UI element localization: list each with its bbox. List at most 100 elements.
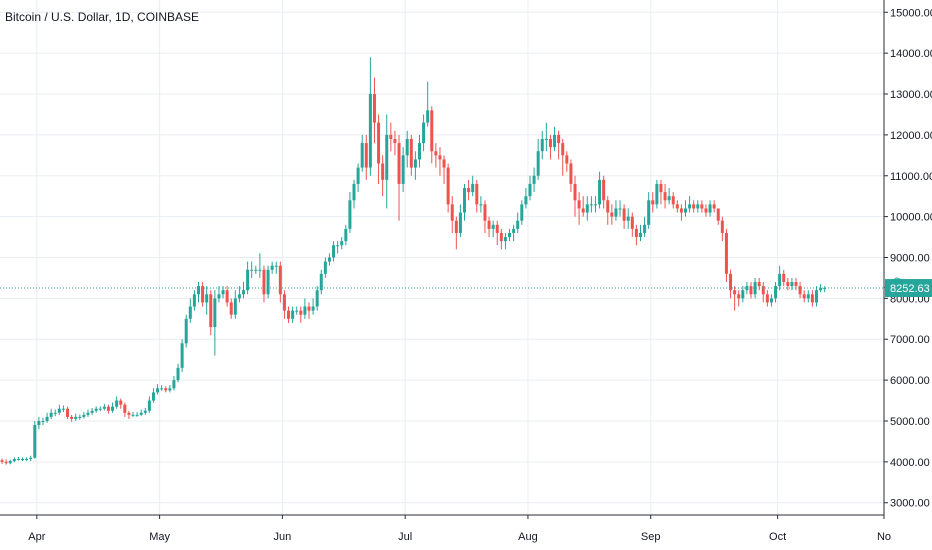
y-tick-label: 15000.00 xyxy=(890,7,932,19)
candle-body xyxy=(663,192,667,201)
candle-body xyxy=(806,294,810,299)
candle-body xyxy=(589,204,593,206)
y-tick-label: 13000.00 xyxy=(890,89,932,101)
candle-body xyxy=(229,302,233,315)
candle-body xyxy=(139,412,143,415)
time-axis[interactable]: Apr May Jun Jul Aug Sep Oct No xyxy=(28,515,891,543)
candle-body xyxy=(315,290,319,307)
x-tick-label: Sep xyxy=(641,531,661,543)
candle-body xyxy=(733,290,737,295)
x-tick-label: Jul xyxy=(398,531,412,543)
x-tick-label: Jun xyxy=(274,531,292,543)
y-tick-label: 12000.00 xyxy=(890,130,932,142)
candle-body xyxy=(94,408,98,411)
candle-body xyxy=(184,318,188,344)
candle-body xyxy=(724,232,728,274)
candle-body xyxy=(164,388,168,391)
candle-body xyxy=(512,228,516,233)
candle-body xyxy=(446,167,450,205)
candle-body xyxy=(614,208,618,217)
candle-body xyxy=(778,273,782,287)
candle-body xyxy=(814,290,818,303)
candle-body xyxy=(557,134,561,144)
candle-body xyxy=(458,212,462,233)
candle-body xyxy=(540,138,544,152)
candle-body xyxy=(192,294,196,307)
candle-body xyxy=(684,208,688,213)
candle-body xyxy=(4,461,8,464)
candle-body xyxy=(618,208,622,210)
candle-body xyxy=(782,273,786,283)
candle-body xyxy=(413,159,417,168)
candle-body xyxy=(115,400,119,407)
candle-body xyxy=(336,245,340,247)
candle-body xyxy=(258,269,262,271)
candle-body xyxy=(602,179,606,201)
y-tick-label: 3000.00 xyxy=(890,498,930,510)
candle-body xyxy=(749,286,753,295)
grid xyxy=(0,0,885,515)
candle-body xyxy=(565,155,569,164)
candle-body xyxy=(340,241,344,246)
candle-body xyxy=(98,408,102,410)
candle-body xyxy=(753,282,757,295)
candle-body xyxy=(299,310,303,315)
candle-body xyxy=(168,388,172,391)
candle-body xyxy=(82,414,86,417)
candle-body xyxy=(119,400,123,405)
candle-body xyxy=(483,204,487,221)
candle-body xyxy=(671,196,675,205)
candle-body xyxy=(700,204,704,209)
candle-body xyxy=(819,288,823,291)
candle-body xyxy=(201,286,205,303)
candle-body xyxy=(356,167,360,184)
candle-body xyxy=(344,228,348,242)
candle-body xyxy=(585,204,589,213)
candle-body xyxy=(332,245,336,258)
candle-body xyxy=(262,269,266,295)
candle-body xyxy=(8,461,12,464)
candle-body xyxy=(151,392,155,401)
candle-body xyxy=(634,228,638,238)
y-tick-label: 10000.00 xyxy=(890,212,932,224)
candle-body xyxy=(303,306,307,315)
candle-body xyxy=(123,404,127,413)
candle-body xyxy=(278,265,282,295)
candle-body xyxy=(217,294,221,299)
candle-body xyxy=(692,204,696,209)
candle-body xyxy=(471,183,475,193)
candle-body xyxy=(467,188,471,193)
candle-body xyxy=(86,412,90,415)
candle-body xyxy=(774,286,778,299)
x-tick-label: May xyxy=(149,531,170,543)
y-tick-label: 11000.00 xyxy=(890,171,932,183)
candle-body xyxy=(765,294,769,303)
candle-body xyxy=(426,110,430,123)
candle-body xyxy=(536,151,540,176)
candle-body xyxy=(209,294,213,327)
candle-body xyxy=(156,388,160,393)
candle-body xyxy=(372,94,376,123)
candle-body xyxy=(323,261,327,274)
candle-body xyxy=(25,459,29,461)
candle-body xyxy=(147,400,151,411)
price-axis[interactable]: 3000.004000.005000.006000.007000.008000.… xyxy=(884,7,932,510)
candle-body xyxy=(70,416,74,419)
candle-body xyxy=(720,220,724,233)
last-price-box xyxy=(885,279,932,298)
candle-body xyxy=(348,200,352,229)
candle-body xyxy=(111,406,115,411)
candle-body xyxy=(254,269,258,271)
candle-body xyxy=(397,143,401,184)
candle-body xyxy=(282,294,286,311)
candle-body xyxy=(352,183,356,201)
candle-body xyxy=(737,294,741,299)
candle-body xyxy=(61,408,65,410)
candle-body xyxy=(237,294,241,299)
candle-body xyxy=(172,380,176,389)
candle-body xyxy=(810,294,814,303)
candle-body xyxy=(131,414,135,416)
candle-body xyxy=(0,460,4,462)
candle-body xyxy=(757,282,761,287)
